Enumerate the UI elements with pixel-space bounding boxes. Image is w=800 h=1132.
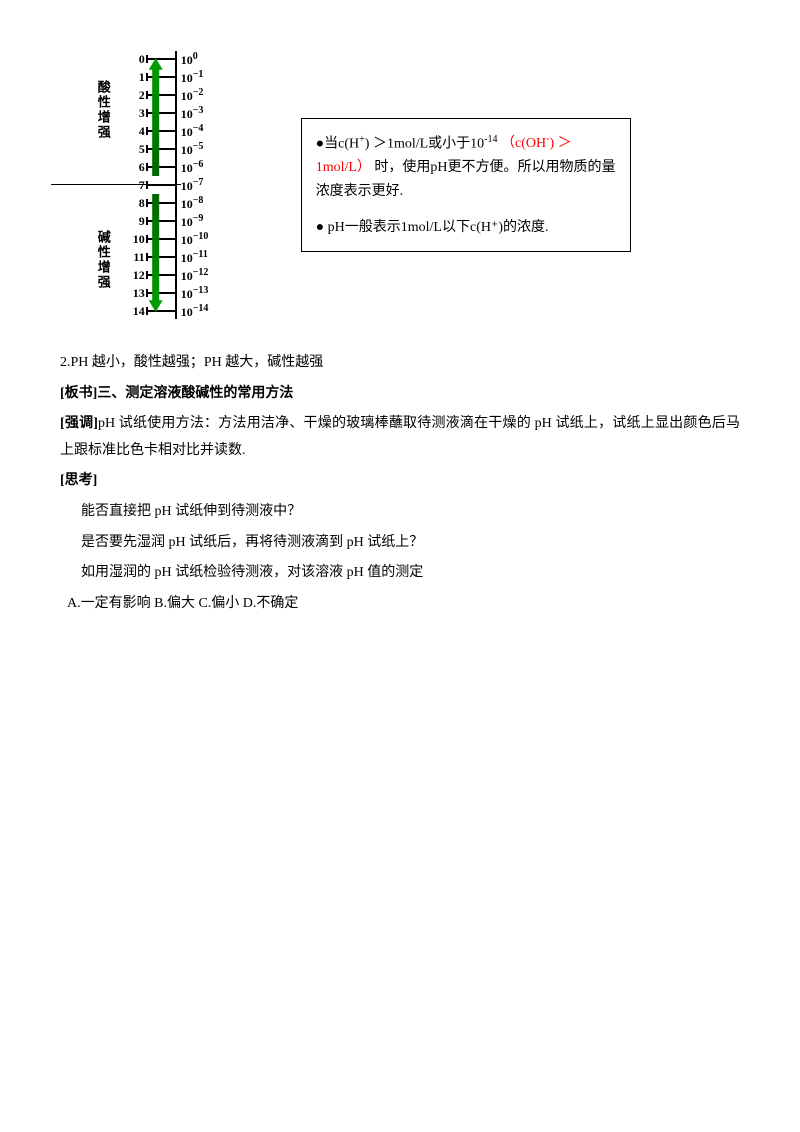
- options: A.一定有影响 B.偏大 C.偏小 D.不确定: [67, 591, 740, 618]
- t: ●当c(H: [316, 136, 359, 151]
- question-2: 是否要先湿润 pH 试纸后，再将待测液滴到 pH 试纸上？: [60, 530, 740, 557]
- arrows: [149, 50, 163, 320]
- arrow-down-icon: [149, 194, 163, 312]
- label-emphasis: [强调]: [60, 416, 98, 431]
- tick-row: 1410−14: [121, 302, 271, 320]
- note-line-2: ● pH一般表示1mol/L以下c(H⁺)的浓度.: [316, 216, 616, 240]
- para-emphasis: [强调]pH 试纸使用方法：方法用洁净、干燥的玻璃棒蘸取待测液滴在干燥的 pH …: [60, 411, 740, 464]
- arrow-up-icon: [149, 58, 163, 176]
- scale-body: 0100110−1210−2310−3410−4510−5610−6710−78…: [121, 50, 271, 320]
- label-base: 碱性增强: [90, 230, 115, 290]
- note-line-1: ●当c(H+) ＞1mol/L或小于10-14 （c(OH-) ＞1mol/L）…: [316, 131, 616, 204]
- tick-list: 0100110−1210−2310−3410−4510−5610−6710−78…: [121, 50, 271, 320]
- t: ) ＞1mol/L或小于10: [365, 136, 484, 151]
- question-3: 如用湿润的 pH 试纸检验待测液，对该溶液 pH 值的测定: [60, 560, 740, 587]
- para-ph-rule: 2.PH 越小，酸性越强；PH 越大，碱性越强: [60, 350, 740, 377]
- label-acid: 酸性增强: [90, 80, 115, 140]
- heading-think: [思考]: [60, 468, 740, 495]
- heading-methods: [板书]三、测定溶液酸碱性的常用方法: [60, 381, 740, 408]
- diagram-row: 酸性增强 碱性增强 0100110−1210−2310−3410−4510−56…: [90, 50, 740, 320]
- tick-number: 14: [121, 300, 145, 323]
- axis: [175, 51, 177, 319]
- t: （c(OH: [501, 136, 546, 151]
- sup: -14: [484, 134, 497, 145]
- note-box: ●当c(H+) ＞1mol/L或小于10-14 （c(OH-) ＞1mol/L）…: [301, 118, 631, 253]
- question-1: 能否直接把 pH 试纸伸到待测液中？: [60, 499, 740, 526]
- t: pH 试纸使用方法：方法用洁净、干燥的玻璃棒蘸取待测液滴在干燥的 pH 试纸上，…: [60, 416, 740, 458]
- vertical-labels: 酸性增强 碱性增强: [90, 50, 115, 320]
- ph-scale: 酸性增强 碱性增强 0100110−1210−2310−3410−4510−56…: [90, 50, 271, 320]
- tick-concentration: 10−14: [181, 299, 209, 324]
